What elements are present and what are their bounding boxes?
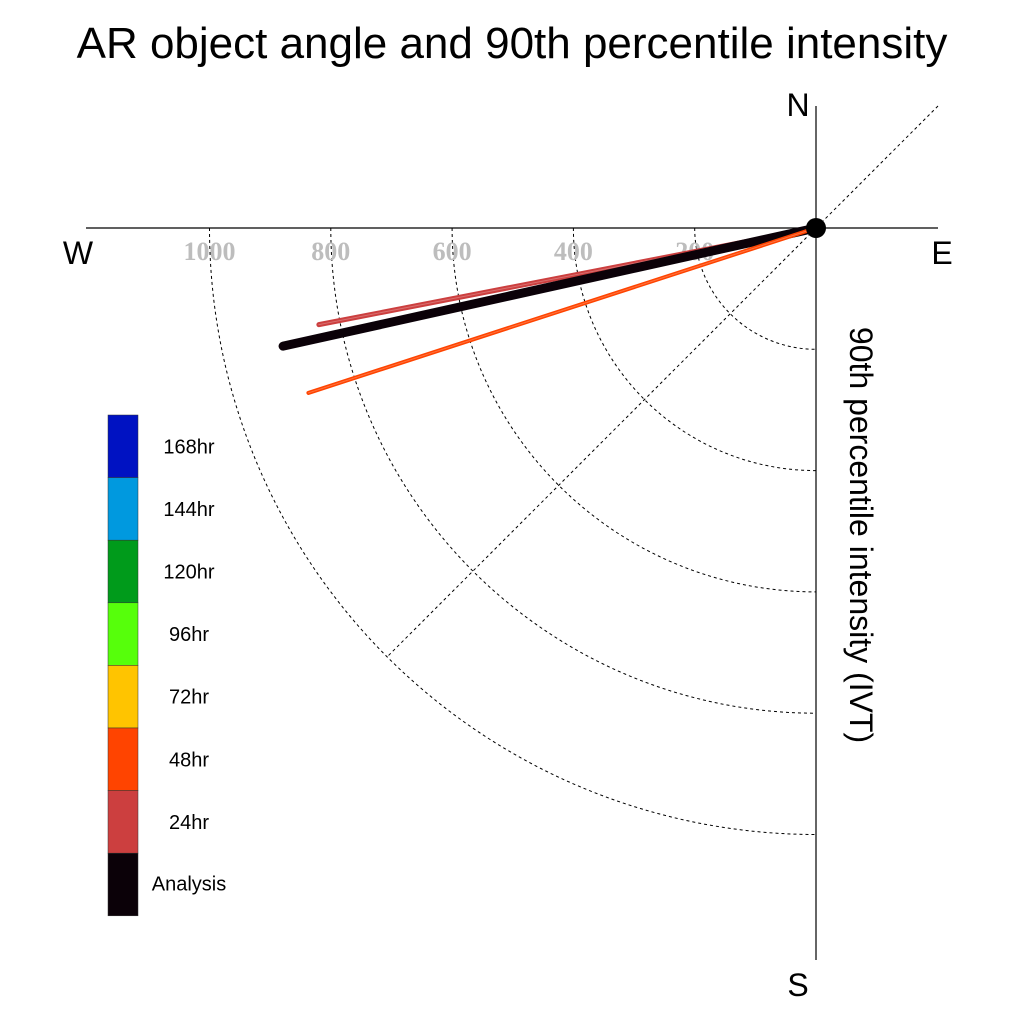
ring-labels: 2004006008001000 (184, 237, 715, 266)
legend-label-analysis: Analysis (152, 874, 226, 896)
legend-label-48hr: 48hr (169, 749, 209, 771)
legend-swatch-96hr (107, 602, 139, 666)
axis-label: 90th percentile intensity (IVT) (843, 327, 879, 743)
range-ring-1000 (209, 227, 817, 835)
legend-label-144hr: 144hr (163, 499, 214, 521)
legend-label-72hr: 72hr (169, 687, 209, 709)
range-ring-800 (330, 227, 817, 714)
compass-north-label: N (786, 87, 809, 123)
vector-highlight-48hr (307, 227, 817, 394)
vector-48hr (306, 226, 818, 395)
chart-title: AR object angle and 90th percentile inte… (77, 19, 948, 68)
ring-label-1000: 1000 (184, 237, 236, 266)
range-ring-600 (451, 227, 817, 593)
compass-east-label: E (931, 235, 952, 271)
origin-point (806, 218, 826, 238)
vector-analysis (278, 223, 821, 351)
legend-label-96hr: 96hr (169, 624, 209, 646)
legend: 168hr 144hr 120hr 96hr 72hr 48hr 24hr Analysis (107, 414, 226, 917)
legend-label-120hr: 120hr (163, 562, 214, 584)
legend-label-168hr: 168hr (163, 436, 214, 458)
legend-swatch-144hr (107, 477, 139, 541)
legend-label-24hr: 24hr (169, 812, 209, 834)
ring-label-400: 400 (554, 237, 593, 266)
diagonal-guide (386, 105, 939, 658)
series-vectors (278, 218, 826, 395)
ring-label-800: 800 (311, 237, 350, 266)
legend-swatch-120hr (107, 539, 139, 604)
legend-swatch-72hr (107, 665, 139, 729)
compass-west-label: W (63, 235, 94, 271)
compass-south-label: S (787, 967, 808, 1003)
polar-grid (209, 105, 939, 835)
legend-swatch-48hr (107, 727, 139, 791)
legend-swatch-24hr (107, 790, 139, 854)
legend-swatch-analysis (107, 852, 139, 917)
ring-label-600: 600 (433, 237, 472, 266)
legend-swatch-168hr (107, 414, 139, 478)
